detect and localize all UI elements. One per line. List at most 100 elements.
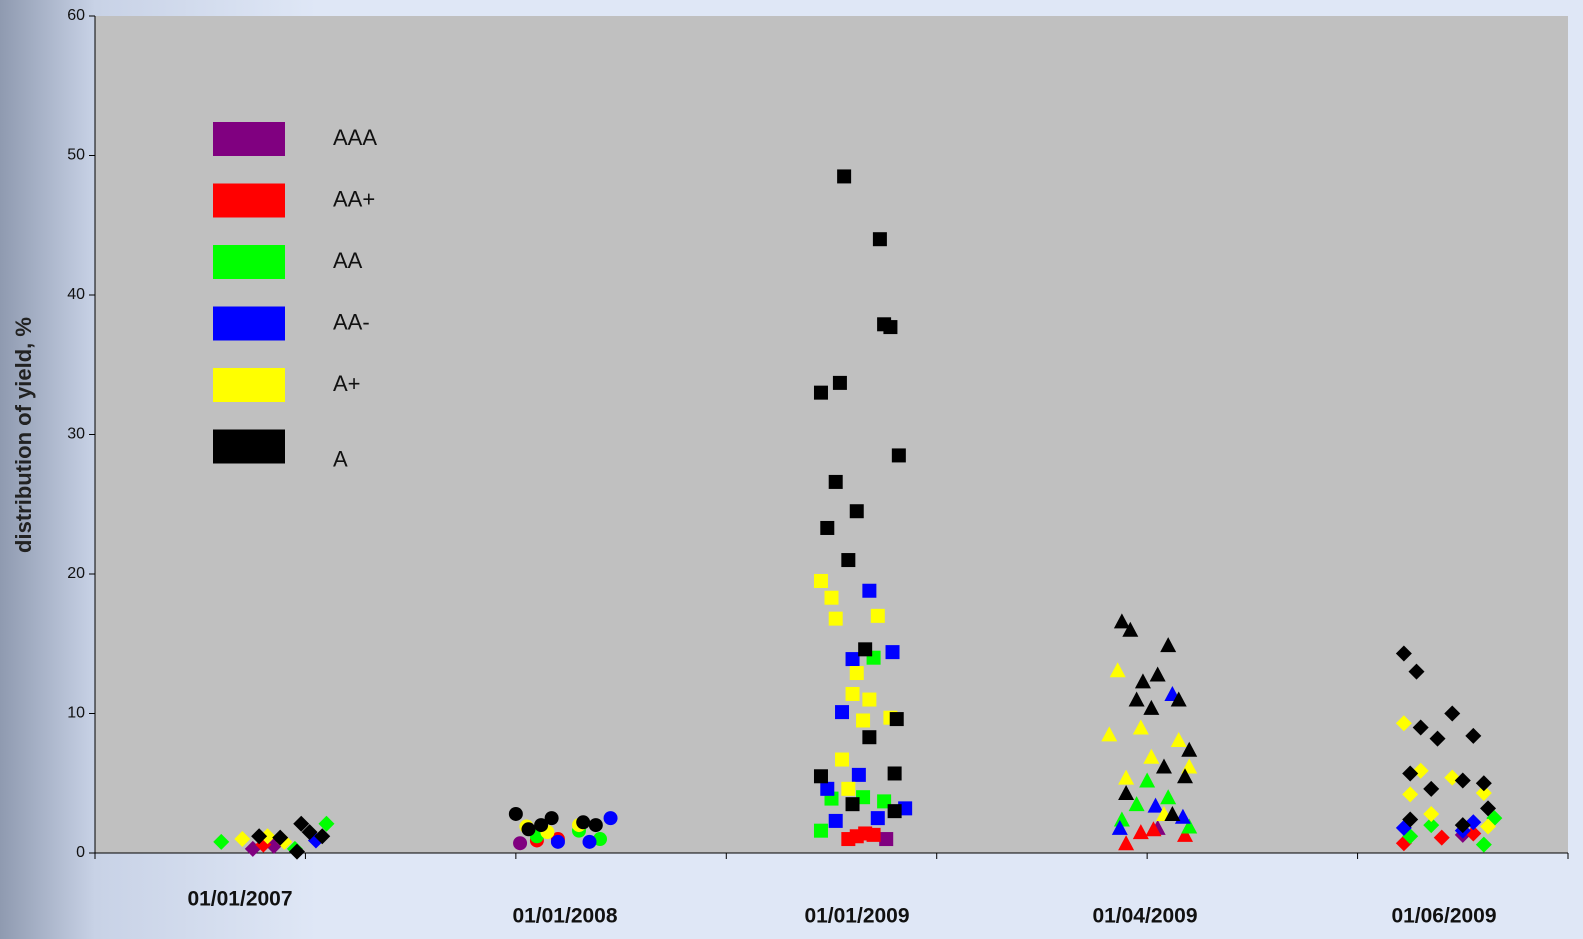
point (521, 822, 536, 837)
point (301, 824, 318, 841)
point (885, 645, 900, 660)
point (582, 834, 597, 849)
point (862, 692, 877, 707)
point (1145, 821, 1162, 837)
point (1111, 819, 1128, 835)
point (1423, 780, 1440, 797)
point (856, 790, 871, 805)
category-label: 01/01/2007 (187, 888, 292, 911)
point (234, 831, 251, 848)
category-label: 01/01/2008 (512, 905, 617, 928)
legend-swatch (213, 368, 285, 402)
y-tick-label: 30 (67, 426, 85, 443)
legend-label: AA- (333, 309, 370, 334)
point (1454, 772, 1471, 789)
point (1181, 741, 1198, 757)
point (889, 712, 904, 727)
point (508, 806, 523, 821)
point (272, 829, 289, 846)
point (603, 811, 618, 826)
point (1465, 727, 1482, 744)
point (1118, 835, 1135, 851)
point (1429, 730, 1446, 747)
point (1118, 785, 1135, 801)
y-tick-label: 50 (67, 147, 85, 164)
point (1170, 691, 1187, 707)
point (1170, 732, 1187, 748)
point (1122, 621, 1139, 637)
point (213, 833, 230, 850)
point (849, 666, 864, 681)
point (593, 832, 608, 847)
point (851, 767, 866, 782)
point (1143, 699, 1160, 715)
plot-area (95, 16, 1568, 853)
point (1160, 637, 1177, 653)
point (1412, 719, 1429, 736)
point (1402, 811, 1419, 828)
point (251, 828, 268, 845)
point (887, 804, 902, 819)
point (862, 730, 877, 745)
point (845, 686, 860, 701)
point (813, 573, 828, 588)
point (1139, 772, 1156, 788)
legend-label: AA (333, 248, 363, 273)
point (870, 608, 885, 623)
point (1423, 805, 1440, 822)
point (588, 818, 603, 833)
point (1475, 785, 1492, 802)
legend-swatch (213, 122, 285, 156)
point (544, 811, 559, 826)
point (1113, 811, 1130, 827)
point (1395, 645, 1412, 662)
point (1475, 836, 1492, 853)
point (872, 232, 887, 247)
legend-label: AA+ (333, 186, 375, 211)
category-label: 01/01/2009 (804, 905, 909, 928)
point (1181, 818, 1198, 834)
point (1147, 797, 1164, 813)
point (244, 840, 261, 857)
point (845, 652, 860, 667)
point (891, 448, 906, 463)
legend-swatch (213, 245, 285, 279)
point (1177, 826, 1194, 842)
point (1143, 748, 1160, 764)
point (813, 769, 828, 784)
point (887, 766, 902, 781)
point (824, 590, 839, 605)
point (835, 705, 850, 720)
point (1149, 666, 1166, 682)
y-tick-label: 20 (67, 565, 85, 582)
point (879, 832, 894, 847)
point (1113, 613, 1130, 629)
point (866, 827, 881, 842)
y-axis-title: distribution of yield, % (11, 317, 36, 553)
point (841, 781, 856, 796)
y-tick-label: 40 (67, 286, 85, 303)
point (820, 781, 835, 796)
point (845, 797, 860, 812)
point (841, 553, 856, 568)
y-tick-label: 10 (67, 705, 85, 722)
point (513, 836, 528, 851)
point (1480, 800, 1497, 817)
point (837, 169, 852, 184)
point (1101, 726, 1118, 742)
point (1177, 768, 1194, 784)
point (813, 823, 828, 838)
point (898, 801, 913, 816)
legend-label: AAA (333, 125, 377, 150)
point (1408, 663, 1425, 680)
point (883, 320, 898, 335)
point (870, 811, 885, 826)
point (828, 611, 843, 626)
point (877, 794, 892, 809)
point (1128, 691, 1145, 707)
point (1160, 789, 1177, 805)
legend-label: A+ (333, 371, 361, 396)
point (1134, 673, 1151, 689)
point (293, 815, 310, 832)
point (828, 474, 843, 489)
